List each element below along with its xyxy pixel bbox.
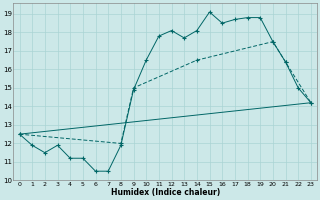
- X-axis label: Humidex (Indice chaleur): Humidex (Indice chaleur): [111, 188, 220, 197]
